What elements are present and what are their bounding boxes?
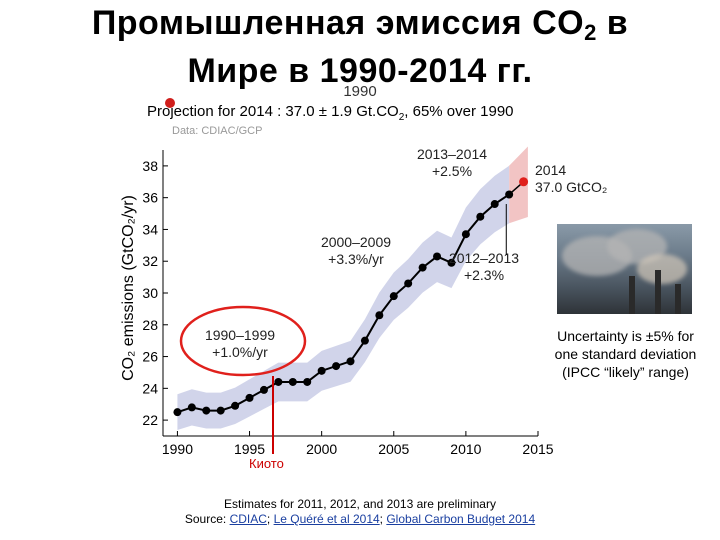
data-point [173,408,182,417]
y-tick-label: 26 [142,349,158,365]
data-point [346,357,355,366]
annotation-line-1: 2014 [535,162,566,178]
kyoto-highlight-ellipse [179,305,307,377]
data-point [245,393,254,402]
data-point [490,200,499,209]
uncertainty-band [177,146,528,431]
data-point [433,252,442,261]
data-point [216,406,225,415]
x-tick-label: 2000 [306,441,337,457]
footer-preliminary-note: Estimates for 2011, 2012, and 2013 are p… [224,497,496,511]
link-le-quere-2014[interactable]: Le Quéré et al 2014 [273,512,380,526]
data-point [202,406,211,415]
annotation-line-1: 2000–2009 [321,234,391,250]
y-tick-label: 36 [142,190,158,206]
annotation-line-1: 2013–2014 [417,146,487,162]
link-global-carbon-budget-2014[interactable]: Global Carbon Budget 2014 [386,512,536,526]
link-cdiac[interactable]: CDIAC [229,512,267,526]
x-tick-label: 2010 [450,441,481,457]
data-point [303,377,312,386]
page-title: Промышленная эмиссия CO2 в Мире в 1990-2… [0,4,720,90]
data-point [461,230,470,239]
x-tick-label: 1995 [234,441,265,457]
y-axis-label: CO₂ emissions (GtCO₂/yr) [120,195,137,381]
data-point [404,279,413,288]
data-point [332,362,341,371]
data-point [418,263,427,272]
annotation-line-1: 2012–2013 [449,250,519,266]
smokestack-photo [557,224,692,314]
kyoto-label: Киото [249,456,284,471]
y-tick-label: 38 [142,158,158,174]
y-tick-label: 32 [142,253,158,269]
data-point [231,401,240,410]
overlapped-year-text: 1990 [343,83,377,100]
annotation-line-2: +1.0%/yr [212,344,268,360]
data-point [505,190,514,199]
legend-projection-dot [165,98,175,108]
data-point [389,292,398,301]
data-point [259,385,268,394]
title-line-1: Промышленная эмиссия CO2 в [91,4,629,45]
data-point [360,336,369,345]
data-point [317,366,326,375]
footer-notes: Estimates for 2011, 2012, and 2013 are p… [0,497,720,527]
data-point [288,377,297,386]
data-point [274,377,283,386]
annotation-line-2: +3.3%/yr [328,251,384,267]
x-tick-label: 2005 [378,441,409,457]
series-points [173,177,529,417]
annotation-line-2: +2.5% [432,163,472,179]
data-point [187,403,196,412]
title-line-2: Мире в 1990-2014 гг. [187,52,533,90]
data-point [375,311,384,320]
y-tick-label: 34 [142,221,158,237]
annotation-line-2: +2.3% [464,267,504,283]
x-tick-label: 2015 [522,441,553,457]
data-source-note: Data: CDIAC/GCP [172,125,263,137]
uncertainty-band-area [177,165,510,431]
chart-annotations: 1990–1999+1.0%/yr 2000–2009+3.3%/yr 2012–2… [205,146,607,360]
data-point [447,258,456,267]
y-tick-label: 30 [142,285,158,301]
chart-axes: 1990 1995 2000 2005 2010 2015 22 24 26 28 30 32 34 36… [142,150,554,457]
y-tick-label: 22 [142,412,158,428]
projection-subtitle: Projection for 2014 : 37.0 ± 1.9 Gt.CO2,… [147,103,514,123]
annotation-line-1: 1990–1999 [205,327,275,343]
projection-band-area [509,146,528,224]
uncertainty-note: Uncertainty is ±5% for one standard devi… [554,328,697,380]
x-tick-label: 1990 [162,441,193,457]
y-tick-label: 24 [142,380,158,396]
footer-sources: Source: CDIAC; Le Quéré et al 2014; Glob… [184,512,536,526]
y-tick-label: 28 [142,317,158,333]
data-point [476,212,485,221]
projection-point [519,177,529,187]
annotation-line-2: 37.0 GtCO₂ [535,179,607,195]
